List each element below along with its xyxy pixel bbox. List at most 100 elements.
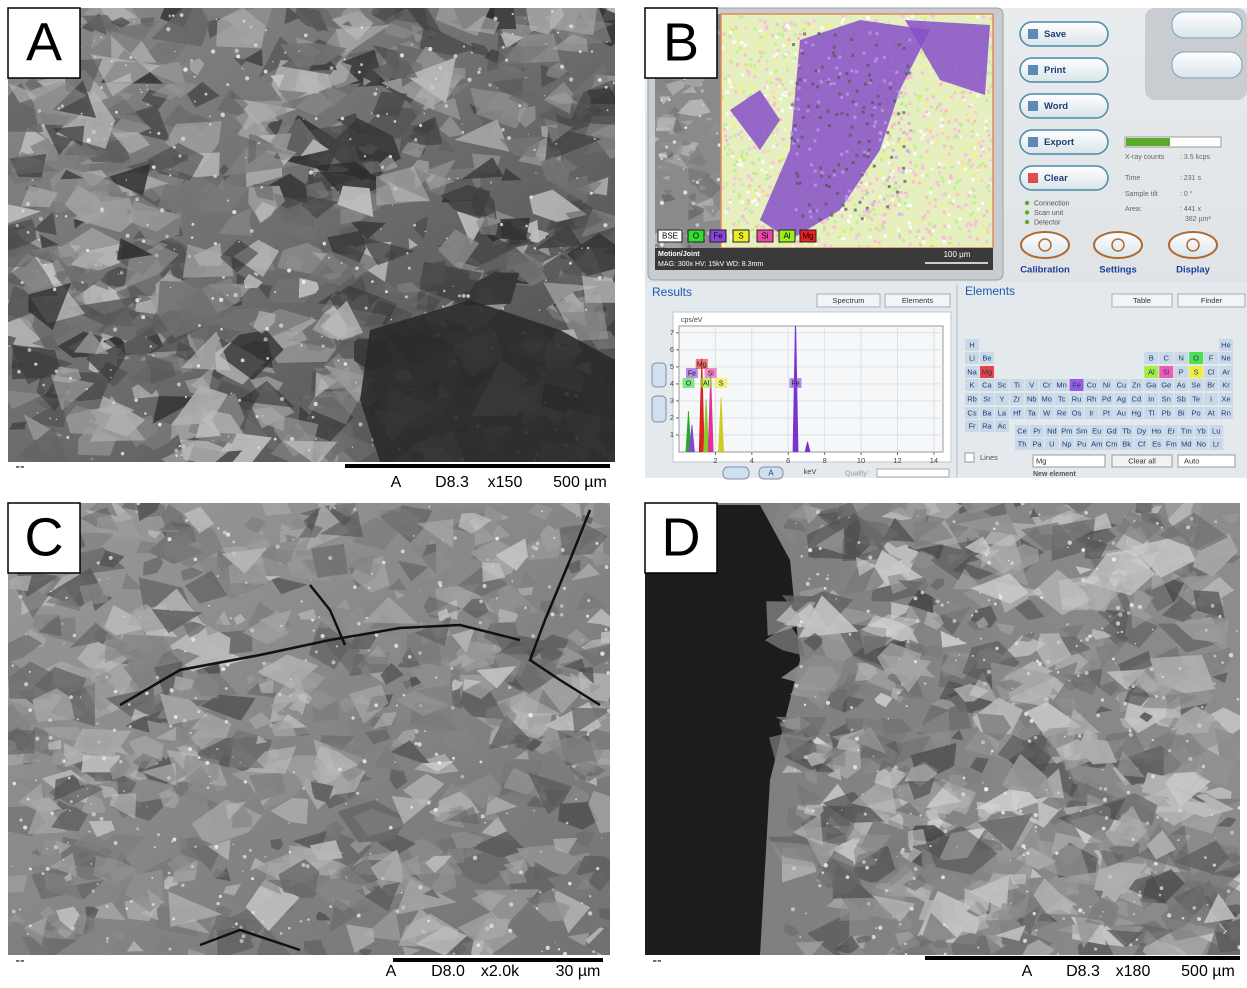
tool-label[interactable]: Settings bbox=[1099, 265, 1136, 276]
element-symbol[interactable]: Nd bbox=[1047, 426, 1057, 435]
element-symbol[interactable]: Pt bbox=[1103, 408, 1111, 417]
element-symbol[interactable]: In bbox=[1148, 394, 1154, 403]
element-symbol[interactable]: Mn bbox=[1056, 380, 1066, 389]
element-symbol[interactable]: Sc bbox=[997, 380, 1006, 389]
button-label[interactable]: Export bbox=[1044, 137, 1075, 148]
element-symbol[interactable]: Kr bbox=[1222, 380, 1230, 389]
element-symbol[interactable]: F bbox=[1209, 353, 1214, 362]
element-symbol[interactable]: Os bbox=[1072, 408, 1082, 417]
element-symbol[interactable]: Ta bbox=[1028, 408, 1037, 417]
zoom-button[interactable] bbox=[652, 363, 666, 387]
element-symbol[interactable]: Rn bbox=[1221, 408, 1231, 417]
tool-button[interactable] bbox=[1169, 232, 1217, 258]
element-symbol[interactable]: Hg bbox=[1132, 408, 1142, 417]
element-symbol[interactable]: Dy bbox=[1137, 426, 1146, 435]
element-symbol[interactable]: N bbox=[1178, 353, 1183, 362]
tab-label[interactable]: Table bbox=[1133, 296, 1151, 305]
element-symbol[interactable]: Gd bbox=[1107, 426, 1117, 435]
element-symbol[interactable]: Yb bbox=[1197, 426, 1206, 435]
element-symbol[interactable]: Mg bbox=[982, 367, 992, 376]
element-symbol[interactable]: Cd bbox=[1132, 394, 1142, 403]
element-symbol[interactable]: Si bbox=[1163, 367, 1170, 376]
element-symbol[interactable]: Br bbox=[1207, 380, 1215, 389]
element-symbol[interactable]: Ho bbox=[1152, 426, 1162, 435]
element-symbol[interactable]: Cu bbox=[1117, 380, 1127, 389]
element-symbol[interactable]: Ar bbox=[1222, 367, 1230, 376]
element-symbol[interactable]: As bbox=[1177, 380, 1186, 389]
element-symbol[interactable]: I bbox=[1210, 394, 1212, 403]
element-symbol[interactable]: He bbox=[1221, 340, 1231, 349]
element-symbol[interactable]: Au bbox=[1117, 408, 1126, 417]
element-symbol[interactable]: Ce bbox=[1017, 426, 1027, 435]
pan-button[interactable] bbox=[652, 396, 666, 422]
element-symbol[interactable]: Na bbox=[967, 367, 977, 376]
lines-checkbox[interactable] bbox=[965, 453, 974, 462]
element-symbol[interactable]: Rh bbox=[1087, 394, 1097, 403]
element-symbol[interactable]: V bbox=[1029, 380, 1034, 389]
element-symbol[interactable]: Ac bbox=[997, 421, 1006, 430]
element-symbol[interactable]: Y bbox=[999, 394, 1004, 403]
button-label[interactable]: Save bbox=[1044, 29, 1066, 40]
element-symbol[interactable]: Sr bbox=[983, 394, 991, 403]
element-symbol[interactable]: Be bbox=[982, 353, 991, 362]
element-symbol[interactable]: O bbox=[1193, 353, 1199, 362]
element-symbol[interactable]: Ga bbox=[1146, 380, 1157, 389]
element-symbol[interactable]: At bbox=[1207, 408, 1215, 417]
element-symbol[interactable]: Al bbox=[1148, 367, 1155, 376]
element-symbol[interactable]: Pm bbox=[1061, 426, 1072, 435]
element-symbol[interactable]: Pd bbox=[1102, 394, 1111, 403]
element-symbol[interactable]: W bbox=[1043, 408, 1051, 417]
view-button[interactable] bbox=[1172, 12, 1242, 38]
element-symbol[interactable]: Cs bbox=[967, 408, 976, 417]
element-symbol[interactable]: Te bbox=[1192, 394, 1200, 403]
element-symbol[interactable]: Cr bbox=[1043, 380, 1051, 389]
element-symbol[interactable]: Hf bbox=[1013, 408, 1021, 417]
element-symbol[interactable]: Sm bbox=[1076, 426, 1087, 435]
element-symbol[interactable]: Tb bbox=[1122, 426, 1131, 435]
element-symbol[interactable]: Fr bbox=[968, 421, 976, 430]
element-symbol[interactable]: Co bbox=[1087, 380, 1097, 389]
element-symbol[interactable]: La bbox=[998, 408, 1007, 417]
element-symbol[interactable]: Pa bbox=[1032, 439, 1042, 448]
element-symbol[interactable]: Sb bbox=[1177, 394, 1186, 403]
range-button[interactable] bbox=[723, 467, 749, 479]
element-symbol[interactable]: Pu bbox=[1077, 439, 1086, 448]
element-symbol[interactable]: Ir bbox=[1089, 408, 1094, 417]
element-symbol[interactable]: Eu bbox=[1092, 426, 1101, 435]
element-symbol[interactable]: Ru bbox=[1072, 394, 1082, 403]
tool-button[interactable] bbox=[1094, 232, 1142, 258]
element-symbol[interactable]: Tc bbox=[1058, 394, 1066, 403]
element-symbol[interactable]: C bbox=[1164, 353, 1170, 362]
element-symbol[interactable]: Zr bbox=[1013, 394, 1021, 403]
element-symbol[interactable]: Th bbox=[1018, 439, 1027, 448]
button-label[interactable]: Print bbox=[1044, 65, 1066, 76]
tab-label[interactable]: Finder bbox=[1201, 296, 1223, 305]
element-symbol[interactable]: H bbox=[969, 340, 974, 349]
element-symbol[interactable]: U bbox=[1049, 439, 1054, 448]
element-symbol[interactable]: Ra bbox=[982, 421, 992, 430]
element-symbol[interactable]: Xe bbox=[1221, 394, 1230, 403]
element-symbol[interactable]: Lu bbox=[1212, 426, 1220, 435]
element-symbol[interactable]: Mo bbox=[1041, 394, 1051, 403]
element-symbol[interactable]: Ba bbox=[982, 408, 992, 417]
tool-button[interactable] bbox=[1021, 232, 1069, 258]
element-symbol[interactable]: Bi bbox=[1178, 408, 1185, 417]
element-symbol[interactable]: Rb bbox=[967, 394, 977, 403]
tool-label[interactable]: Display bbox=[1176, 265, 1211, 276]
element-symbol[interactable]: Zn bbox=[1132, 380, 1141, 389]
element-symbol[interactable]: Ca bbox=[982, 380, 992, 389]
element-symbol[interactable]: B bbox=[1149, 353, 1154, 362]
element-symbol[interactable]: Tm bbox=[1181, 426, 1192, 435]
element-symbol[interactable]: Se bbox=[1192, 380, 1201, 389]
element-symbol[interactable]: K bbox=[969, 380, 974, 389]
element-symbol[interactable]: Ti bbox=[1014, 380, 1020, 389]
view-button[interactable] bbox=[1172, 52, 1242, 78]
button-label[interactable]: Clear bbox=[1044, 173, 1068, 184]
element-symbol[interactable]: Re bbox=[1057, 408, 1067, 417]
element-symbol[interactable]: Np bbox=[1062, 439, 1072, 448]
element-symbol[interactable]: Pr bbox=[1033, 426, 1041, 435]
element-symbol[interactable]: Po bbox=[1192, 408, 1201, 417]
element-symbol[interactable]: Sn bbox=[1162, 394, 1171, 403]
element-symbol[interactable]: Li bbox=[969, 353, 975, 362]
button-label[interactable]: Word bbox=[1044, 101, 1068, 112]
